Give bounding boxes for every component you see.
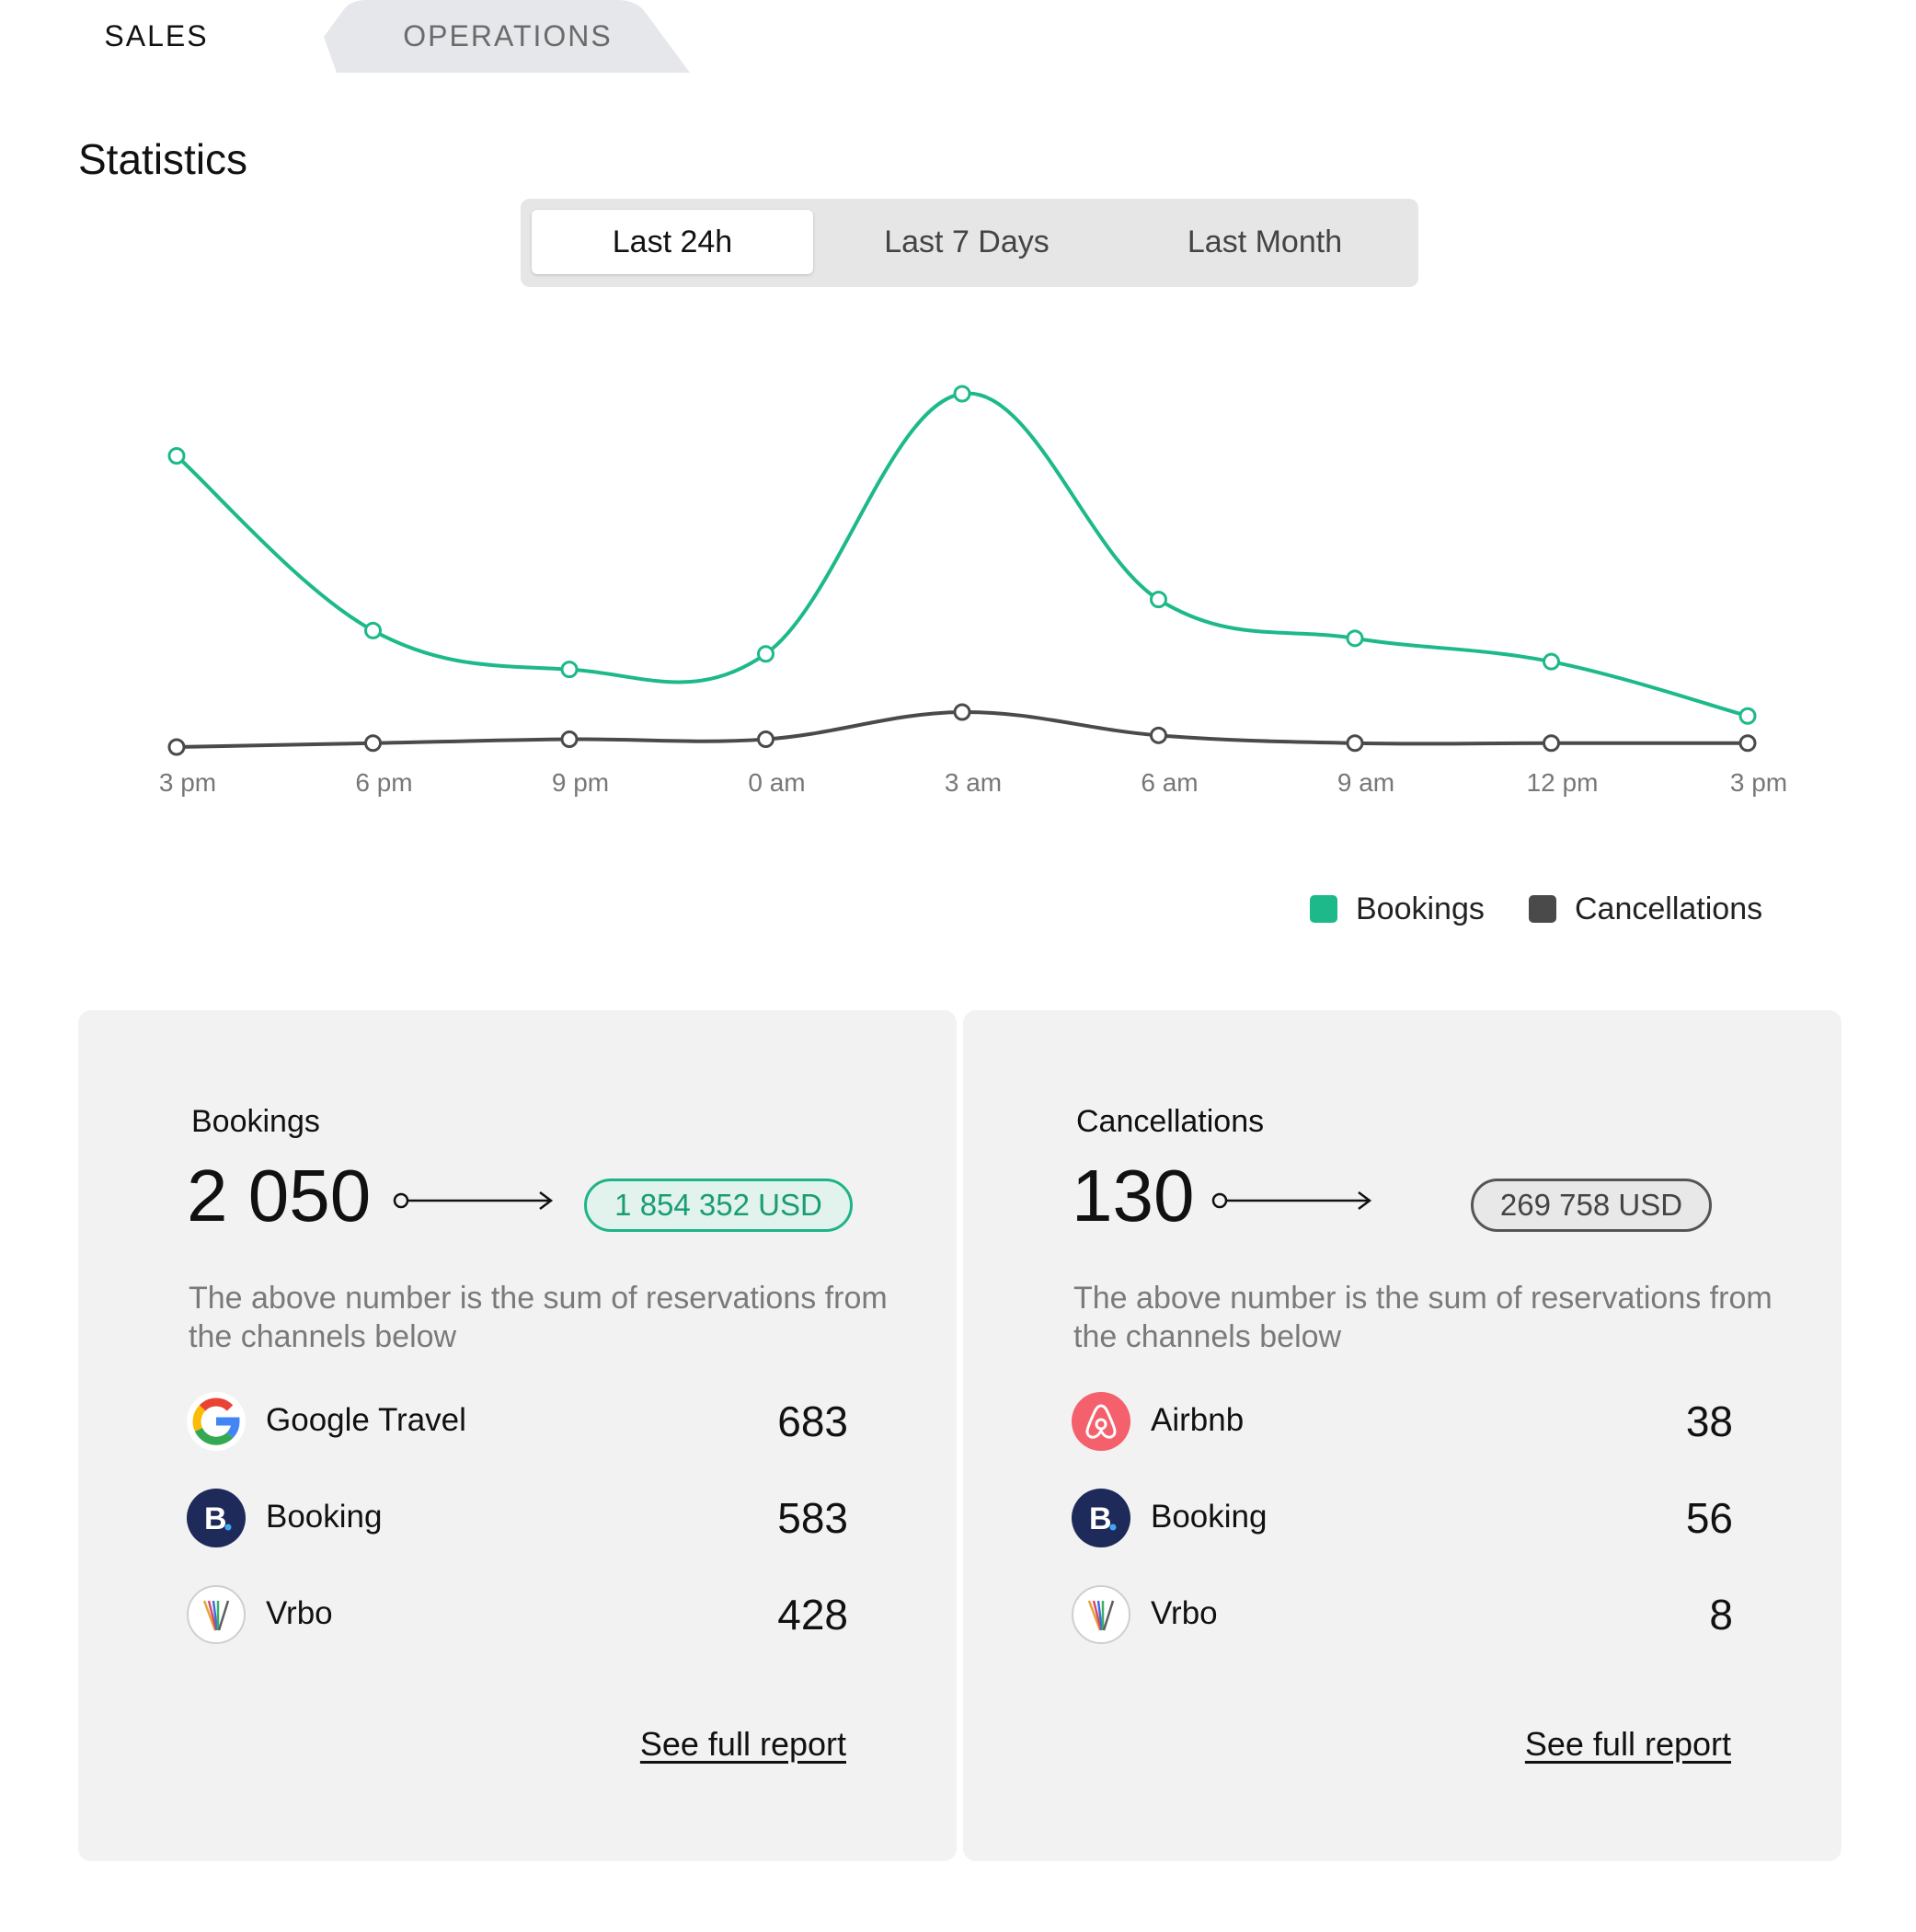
legend-swatch-cancellations <box>1529 895 1556 923</box>
data-point-cancellations[interactable] <box>364 734 382 753</box>
channel-name: Google Travel <box>266 1402 466 1438</box>
data-point-bookings[interactable] <box>167 447 186 465</box>
vrbo-icon <box>1072 1585 1130 1644</box>
svg-text:B: B <box>204 1501 227 1536</box>
booking-icon: B <box>1072 1489 1130 1547</box>
data-point-bookings[interactable] <box>953 385 971 403</box>
data-point-cancellations[interactable] <box>1150 726 1167 744</box>
range-option-last-24h[interactable]: Last 24h <box>532 210 813 274</box>
channel-value: 583 <box>777 1494 848 1542</box>
legend-swatch-bookings <box>1310 895 1337 923</box>
airbnb-icon <box>1072 1392 1130 1451</box>
channel-row-vrbo: Vrbo 8 <box>1071 1582 1733 1647</box>
legend-label-bookings: Bookings <box>1356 891 1485 926</box>
channel-name: Airbnb <box>1151 1402 1245 1438</box>
range-option-last-7-days[interactable]: Last 7 Days <box>884 224 1050 259</box>
channel-name: Booking <box>266 1499 383 1535</box>
tab-operations-label: OPERATIONS <box>403 19 613 52</box>
x-tick-label: 9 pm <box>552 768 609 797</box>
statistics-chart: 3 pm 6 pm 9 pm 0 am 3 am 6 am 9 am 12 pm 3 pm <box>0 313 1916 938</box>
x-tick-label: 9 am <box>1337 768 1394 797</box>
data-point-cancellations[interactable] <box>757 730 774 749</box>
booking-icon: B <box>187 1489 246 1547</box>
tab-sales[interactable]: SALES <box>83 0 230 73</box>
data-point-bookings[interactable] <box>560 661 579 679</box>
data-point-bookings[interactable] <box>757 645 774 663</box>
bookings-card: Bookings 2 050 1 854 352 USD The above n… <box>78 1010 957 1861</box>
x-tick-label: 6 am <box>1141 768 1198 797</box>
data-point-cancellations[interactable] <box>560 730 579 749</box>
channel-name: Vrbo <box>1151 1595 1218 1631</box>
legend-label-cancellations: Cancellations <box>1575 891 1763 926</box>
data-point-cancellations[interactable] <box>167 738 186 756</box>
google-icon <box>187 1392 246 1451</box>
x-tick-label: 3 am <box>945 768 1002 797</box>
channel-name: Vrbo <box>266 1595 333 1631</box>
data-point-bookings[interactable] <box>1543 652 1560 671</box>
data-point-bookings[interactable] <box>364 621 382 639</box>
bookings-see-full-report-link[interactable]: See full report <box>639 1725 846 1763</box>
channel-value: 8 <box>1709 1591 1733 1639</box>
data-point-bookings[interactable] <box>1738 707 1757 725</box>
page-title: Statistics <box>78 135 248 183</box>
cancellations-card-title: Cancellations <box>1076 1104 1265 1139</box>
channel-row-booking: B Booking 583 <box>186 1486 848 1550</box>
x-tick-label: 3 pm <box>1730 768 1787 797</box>
tab-operations-background <box>324 0 690 73</box>
bookings-card-title: Bookings <box>191 1104 320 1139</box>
channel-row-airbnb: Airbnb 38 <box>1071 1389 1733 1454</box>
channel-row-google-travel: Google Travel 683 <box>186 1389 848 1454</box>
channel-value: 428 <box>777 1591 848 1639</box>
x-tick-label: 12 pm <box>1527 768 1599 797</box>
bookings-amount-badge: 1 854 352 USD <box>584 1179 853 1232</box>
data-point-cancellations[interactable] <box>953 703 971 721</box>
arrow-right-icon <box>393 1191 554 1210</box>
x-tick-label: 6 pm <box>355 768 412 797</box>
cancellations-count: 130 <box>1072 1155 1195 1236</box>
cancellations-description: The above number is the sum of reservati… <box>1073 1281 1773 1354</box>
channel-row-booking: B Booking 56 <box>1071 1486 1733 1550</box>
cancellations-see-full-report-link[interactable]: See full report <box>1524 1725 1731 1763</box>
range-option-last-month[interactable]: Last Month <box>1187 224 1343 259</box>
channel-value: 683 <box>777 1397 848 1445</box>
cancellations-amount-badge: 269 758 USD <box>1471 1179 1712 1232</box>
channel-name: Booking <box>1151 1499 1268 1535</box>
vrbo-icon <box>187 1585 246 1644</box>
line-chart: 3 pm 6 pm 9 pm 0 am 3 am 6 am 9 am 12 pm 3 pm <box>159 385 1787 797</box>
cancellations-card: Cancellations 130 269 758 USD The above … <box>963 1010 1841 1861</box>
data-point-cancellations[interactable] <box>1543 734 1560 753</box>
data-point-bookings[interactable] <box>1346 629 1364 648</box>
tab-operations[interactable]: OPERATIONS <box>324 0 692 73</box>
svg-text:B: B <box>1089 1501 1112 1536</box>
x-tick-label: 0 am <box>748 768 805 797</box>
x-tick-label: 3 pm <box>159 768 216 797</box>
channel-row-vrbo: Vrbo 428 <box>186 1582 848 1647</box>
arrow-right-icon <box>1211 1191 1372 1210</box>
channel-value: 56 <box>1685 1494 1733 1542</box>
data-point-cancellations[interactable] <box>1738 734 1757 753</box>
bookings-count: 2 050 <box>187 1155 372 1236</box>
legend-item-bookings: Bookings <box>1310 888 1485 930</box>
channel-value: 38 <box>1685 1397 1733 1445</box>
legend-item-cancellations: Cancellations <box>1529 888 1762 930</box>
bookings-description: The above number is the sum of reservati… <box>189 1281 888 1354</box>
time-range-selector: Last 24h Last 7 Days Last Month <box>521 199 1418 287</box>
tab-sales-label: SALES <box>104 19 209 52</box>
series-line-bookings <box>175 391 1749 719</box>
data-point-cancellations[interactable] <box>1346 734 1364 753</box>
top-tabs: SALES OPERATIONS <box>0 0 1916 74</box>
data-point-bookings[interactable] <box>1150 591 1167 609</box>
